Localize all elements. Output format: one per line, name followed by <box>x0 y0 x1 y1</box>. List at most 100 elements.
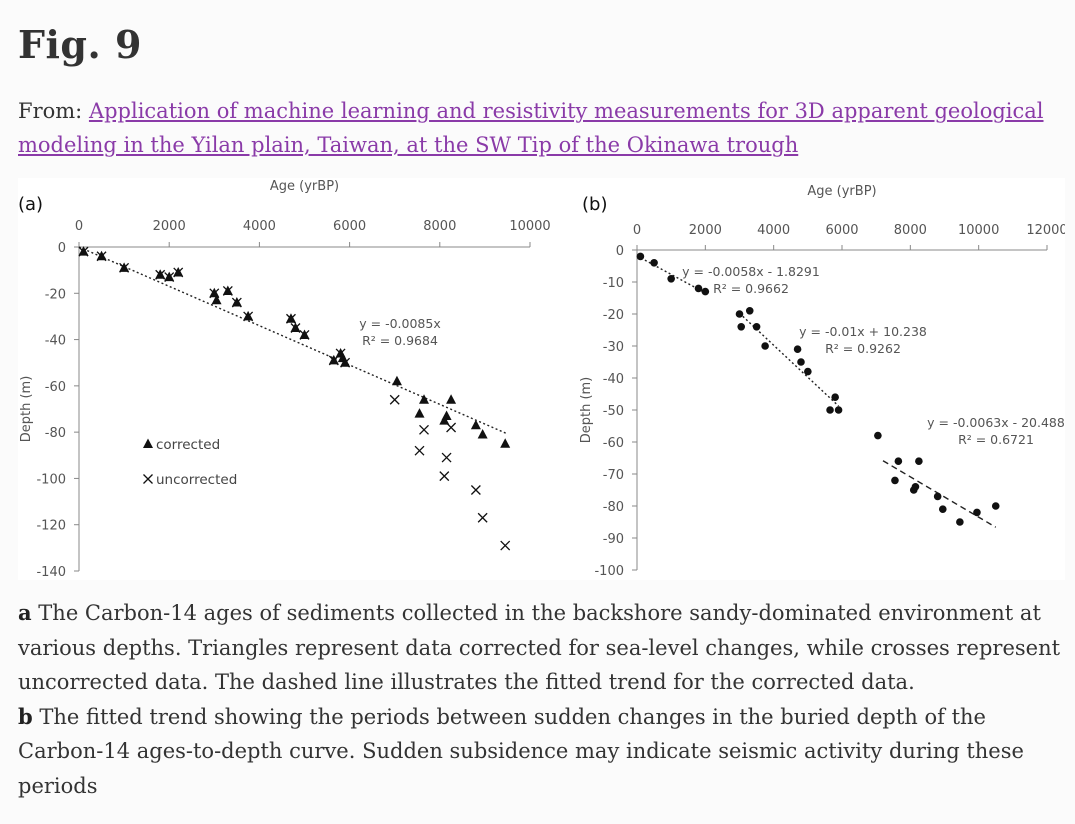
chart1-x-tick-label: 6000 <box>333 219 366 234</box>
chart1-point-corrected <box>164 271 175 282</box>
chart1-point-corrected <box>243 310 254 321</box>
chart1-point-corrected <box>155 269 166 279</box>
chart2-y-tick-label: -80 <box>603 500 624 515</box>
caption-a-text: The Carbon-14 ages of sediments collecte… <box>18 601 1061 694</box>
chart2-point-corrected <box>933 492 942 501</box>
chart1-point-corrected <box>209 287 220 298</box>
article-link[interactable]: Application of machine learning and resi… <box>18 99 1044 157</box>
figure-caption: a The Carbon-14 ages of sediments collec… <box>18 596 1063 803</box>
chart1-y-tick-label: -20 <box>45 287 66 302</box>
chart2-trend-equation: y = -0.0058x - 1.8291 <box>682 264 820 279</box>
chart2-point-corrected <box>735 310 744 318</box>
chart1-point-corrected <box>328 354 339 365</box>
chart2-point-corrected <box>804 367 812 376</box>
chart1-point-corrected <box>441 410 452 420</box>
chart2-point-corrected <box>793 345 802 353</box>
chart1-trend-line <box>78 246 508 435</box>
chart1-x-axis-title: Age (yrBP) <box>270 179 339 194</box>
chart1-trend-equation: y = -0.0085x <box>359 316 440 331</box>
chart1-y-tick-label: -100 <box>36 472 66 487</box>
chart1-y-tick-label: 0 <box>58 241 66 256</box>
chart2-y-tick-label: -10 <box>603 276 624 291</box>
chart1-point-corrected <box>290 322 301 332</box>
chart1-y-axis-title: Depth (m) <box>19 376 34 443</box>
caption-a-label: a <box>18 600 32 625</box>
chart1-point-corrected <box>231 297 242 307</box>
chart2-point-corrected <box>701 287 710 296</box>
chart2-point-corrected <box>891 476 899 485</box>
chart2-y-tick-label: -70 <box>603 468 624 483</box>
chart1-point-corrected <box>211 294 222 305</box>
chart1-point-uncorrected <box>441 452 452 463</box>
chart1-point-uncorrected <box>414 445 425 456</box>
chart1-x-tick-label: 8000 <box>423 219 456 234</box>
chart1-legend-marker-corrected <box>143 438 153 448</box>
caption-b-text: The fitted trend showing the periods bet… <box>18 704 1024 798</box>
chart2-y-tick-label: -90 <box>603 532 624 547</box>
chart2-y-tick-label: 0 <box>616 244 624 259</box>
chart2-trend-r2: R² = 0.6721 <box>958 432 1034 447</box>
chart1-point-corrected <box>419 394 430 404</box>
chart2-y-tick-label: -30 <box>603 340 624 355</box>
chart2-trend-r2: R² = 0.9662 <box>713 281 789 296</box>
chart2-point-corrected <box>911 483 920 491</box>
figure-image: (a) Age (yrBP) Depth (m) 0 2000 4000 6000 8000 1… <box>18 178 1068 580</box>
source-line: From: Application of machine learning an… <box>18 94 1058 162</box>
chart1-panel-label: (a) <box>18 194 43 215</box>
chart2-point-corrected <box>667 275 675 283</box>
chart2-panel-label: (b) <box>582 194 607 215</box>
caption-b-label: b <box>18 703 33 729</box>
chart2-point-corrected <box>894 457 903 466</box>
chart1-point-corrected <box>446 394 457 404</box>
chart2-x-tick-label: 12000 <box>1026 223 1065 238</box>
chart2-y-tick-label: -20 <box>603 308 624 323</box>
chart2-x-axis-title: Age (yrBP) <box>807 184 876 199</box>
chart1-point-corrected <box>477 428 488 439</box>
figure-title: Fig. 9 <box>18 22 142 67</box>
chart2-point-corrected <box>826 406 834 414</box>
chart1-point-corrected <box>299 329 310 339</box>
chart1-point-corrected <box>340 357 351 367</box>
chart2-x-tick-label: 2000 <box>689 223 722 238</box>
chart1-point-corrected <box>78 246 89 256</box>
chart1-legend-marker-uncorrected <box>143 474 153 484</box>
chart1-y-tick-label: -120 <box>36 519 66 534</box>
chart2-x-tick-label: 4000 <box>757 223 790 238</box>
chart1-y-tick-label: -40 <box>45 334 66 349</box>
chart2-point-corrected <box>752 323 761 331</box>
chart1-point-corrected <box>414 408 425 418</box>
chart2-point-corrected <box>745 307 754 315</box>
chart1-point-corrected <box>119 262 130 272</box>
figure-charts: (a) Age (yrBP) Depth (m) 0 2000 4000 6000 8000 1… <box>18 179 1068 580</box>
chart2-point-corrected <box>938 505 947 513</box>
chart1-point-uncorrected <box>439 471 450 482</box>
chart2-point-corrected <box>915 457 923 466</box>
chart1-y-tick-label: -60 <box>45 380 66 395</box>
chart2-x-tick-label: 10000 <box>958 223 999 238</box>
chart2-y-tick-label: -100 <box>594 564 624 579</box>
chart2-point-corrected <box>797 358 805 366</box>
chart2-x-tick-label: 6000 <box>825 223 858 238</box>
chart1-x-tick-label: 4000 <box>243 219 276 234</box>
chart1-point-corrected <box>470 419 481 430</box>
chart2-y-axis-title: Depth (m) <box>579 377 594 444</box>
chart1-point-corrected <box>222 285 233 295</box>
chart1-point-corrected <box>500 438 511 448</box>
chart1-y-tick-label: -140 <box>36 565 66 580</box>
chart2-point-corrected <box>737 323 746 331</box>
chart2-point-corrected <box>761 342 769 350</box>
from-label: From: <box>18 99 83 123</box>
chart2-point-corrected <box>956 518 964 526</box>
chart1-x-tick-label: 2000 <box>153 219 186 234</box>
chart2-trend-line <box>636 255 706 294</box>
chart2-x-tick-label: 0 <box>633 223 641 238</box>
chart2-point-corrected <box>694 284 703 293</box>
chart2-point-corrected <box>831 393 839 401</box>
chart1-point-uncorrected <box>389 394 400 405</box>
chart1-point-uncorrected <box>419 424 429 435</box>
chart1-x-tick-label: 10000 <box>509 219 550 234</box>
chart1-point-corrected <box>285 313 296 323</box>
chart2-x-tick-label: 8000 <box>894 223 927 238</box>
chart1-point-uncorrected <box>500 540 511 551</box>
chart2-point-corrected <box>636 252 645 261</box>
